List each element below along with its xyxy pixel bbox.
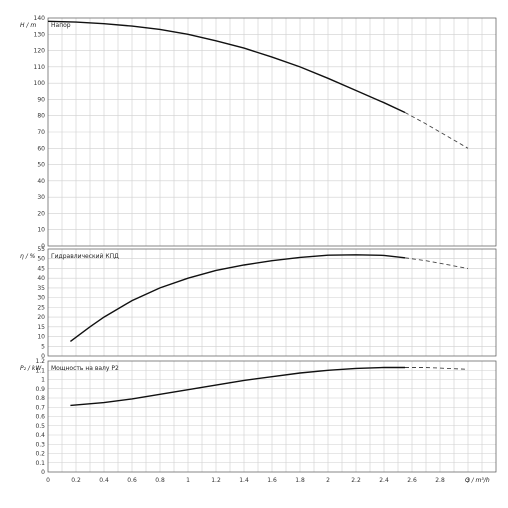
x-tick-label: 2.6	[407, 477, 417, 484]
y-tick-label: 0.7	[35, 404, 45, 411]
y-tick-label: 100	[34, 80, 46, 87]
x-axis-label: Q / m³/h	[465, 477, 490, 484]
y-tick-label: 30	[37, 194, 45, 201]
y-tick-label: 0.8	[35, 395, 45, 402]
y-tick-label: 55	[37, 246, 45, 253]
extrapolated-curve	[404, 112, 469, 149]
y-tick-label: 35	[37, 285, 45, 292]
performance-curve	[47, 20, 406, 114]
y-tick-label: 140	[34, 15, 46, 22]
y-tick-label: 1.2	[35, 358, 45, 365]
y-tick-label: 0.6	[35, 414, 45, 421]
x-tick-label: 1.6	[267, 477, 277, 484]
y-tick-label: 0	[41, 353, 45, 360]
y-tick-label: 80	[37, 113, 45, 120]
y-tick-label: 1	[41, 377, 45, 384]
y-tick-label: 70	[37, 129, 45, 136]
panel-3: 00.10.20.30.40.50.60.70.80.911.11.2P₂ / …	[20, 358, 497, 484]
x-tick-label: 0.6	[127, 477, 137, 484]
y-axis-label: H / m	[20, 22, 36, 29]
x-tick-label: 1	[186, 477, 190, 484]
y-tick-label: 0	[41, 243, 45, 250]
y-tick-label: 90	[37, 96, 45, 103]
y-tick-label: 15	[37, 324, 45, 331]
y-tick-label: 0.9	[35, 386, 45, 393]
plot-frame	[47, 248, 497, 357]
panel-title: Гидравлический КПД	[51, 253, 119, 260]
panel-2: 0 5 10 15 20 25 30 35 40 45 50 55η / % Гидравлически…	[20, 246, 497, 360]
y-tick-label: 0.5	[35, 423, 45, 430]
x-tick-label: 1.2	[211, 477, 221, 484]
y-tick-label: 60	[37, 145, 45, 152]
plot-frame	[47, 360, 497, 473]
y-tick-label: 50	[37, 162, 45, 169]
y-tick-label: 20	[37, 314, 45, 321]
x-tick-label: 0	[46, 477, 50, 484]
y-tick-label: 130	[34, 31, 46, 38]
x-tick-label: 1.4	[239, 477, 249, 484]
y-tick-label: 5	[41, 343, 45, 350]
x-tick-label: 2.8	[435, 477, 445, 484]
performance-curve	[70, 366, 405, 407]
y-tick-label: 0.1	[35, 460, 45, 467]
y-tick-label: 10	[37, 334, 45, 341]
y-tick-label: 0	[41, 469, 45, 476]
y-tick-label: 20	[37, 210, 45, 217]
y-tick-label: 1.1	[35, 367, 45, 374]
y-tick-label: 40	[37, 275, 45, 282]
panel-title: Мощность на валу P2	[51, 365, 119, 372]
x-tick-label: 2.2	[351, 477, 361, 484]
y-axis-label: P₂ / kW	[20, 365, 42, 372]
y-tick-label: 10	[37, 227, 45, 234]
y-tick-label: 45	[37, 265, 45, 272]
x-tick-label: 2	[326, 477, 330, 484]
y-axis-label: η / %	[20, 253, 36, 260]
x-tick-label: 3	[466, 477, 470, 484]
y-tick-label: 120	[34, 48, 46, 55]
y-tick-label: 0.4	[35, 432, 45, 439]
panel-title: Напор	[51, 22, 71, 29]
y-tick-label: 50	[37, 256, 45, 263]
plot-frame	[47, 17, 497, 247]
y-tick-label: 40	[37, 178, 45, 185]
extrapolated-curve	[404, 257, 469, 269]
x-tick-label: 1.8	[295, 477, 305, 484]
y-tick-label: 0.2	[35, 451, 45, 458]
x-tick-label: 0.2	[71, 477, 81, 484]
y-tick-label: 0.3	[35, 441, 45, 448]
performance-curve	[69, 254, 406, 342]
x-tick-label: 2.4	[379, 477, 389, 484]
extrapolated-curve	[405, 367, 469, 370]
y-tick-label: 30	[37, 295, 45, 302]
x-tick-label: 0.4	[99, 477, 109, 484]
y-tick-label: 25	[37, 304, 45, 311]
x-tick-label: 0.8	[155, 477, 165, 484]
y-tick-label: 110	[34, 64, 46, 71]
